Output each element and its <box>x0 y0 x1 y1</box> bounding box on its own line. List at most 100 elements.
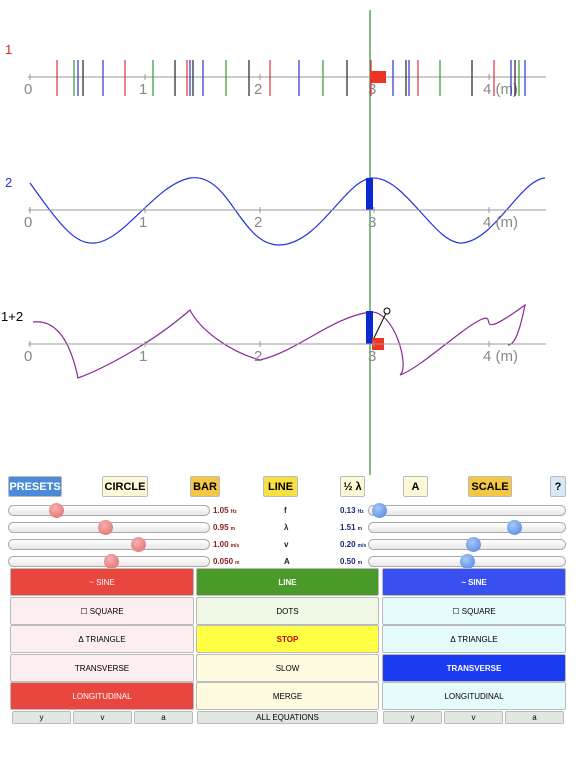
toolbar-button[interactable]: ½ λ <box>340 476 365 497</box>
label: 1.51 <box>340 523 356 532</box>
slider[interactable] <box>8 503 210 518</box>
label: ? <box>554 480 562 493</box>
bar-2 <box>366 178 373 210</box>
tick-label: 1 <box>139 81 147 98</box>
label: a <box>532 713 537 722</box>
mode-button[interactable]: LONGITUDINAL <box>382 682 566 710</box>
slider[interactable] <box>368 503 566 518</box>
label: ~ SINE <box>89 577 115 587</box>
slider-knob[interactable] <box>98 520 113 535</box>
mode-button[interactable]: ☐ SQUARE <box>10 597 194 625</box>
label: LONGITUDINAL <box>72 691 132 701</box>
slider-symbol: λ <box>284 523 288 532</box>
label: A <box>411 480 420 493</box>
toolbar-button[interactable]: A <box>403 476 428 497</box>
label: 0.95 <box>213 523 229 532</box>
label: DOTS <box>276 606 299 616</box>
slider-value: 1.00 m/s <box>213 540 239 549</box>
mode-button[interactable]: LINE <box>196 568 379 596</box>
mode-button[interactable]: MERGE <box>196 682 379 710</box>
label: y <box>39 713 44 722</box>
label: LONGITUDINAL <box>444 691 504 701</box>
mode-button[interactable]: STOP <box>196 625 379 653</box>
label: ☐ SQUARE <box>452 606 496 616</box>
toolbar-button[interactable]: ? <box>550 476 566 497</box>
slider-value: 0.95 m <box>213 523 235 532</box>
tick-label: 2 <box>254 214 262 231</box>
toolbar-button[interactable]: LINE <box>263 476 298 497</box>
slider[interactable] <box>8 520 210 535</box>
slider[interactable] <box>368 554 566 569</box>
mode-button[interactable]: DOTS <box>196 597 379 625</box>
unit: m <box>230 526 236 532</box>
label: a <box>161 713 166 722</box>
label: 0.050 <box>213 557 234 566</box>
footer-button[interactable]: a <box>134 711 193 724</box>
tick-label: 4 (m) <box>483 214 518 231</box>
slider-knob[interactable] <box>507 520 522 535</box>
mode-button[interactable]: LONGITUDINAL <box>10 682 194 710</box>
mode-button[interactable]: SLOW <box>196 654 379 682</box>
mode-button[interactable]: ~ SINE <box>10 568 194 596</box>
panel-label: 2 <box>5 175 12 190</box>
slider-knob[interactable] <box>104 554 119 569</box>
mode-button[interactable]: Δ TRIANGLE <box>10 625 194 653</box>
slider-knob[interactable] <box>466 537 481 552</box>
slider-value: 0.13 Hz <box>340 506 364 515</box>
footer-button[interactable]: y <box>12 711 71 724</box>
label: 0.20 <box>340 540 356 549</box>
tick-label: 3 <box>368 348 376 365</box>
wave-2 <box>29 177 546 246</box>
label: ~ SINE <box>461 577 487 587</box>
label: 0.13 <box>340 506 356 515</box>
label: Δ TRIANGLE <box>450 634 498 644</box>
toolbar-button[interactable]: PRESETS <box>8 476 62 497</box>
label: v <box>284 540 289 549</box>
slider-knob[interactable] <box>49 503 64 518</box>
label: LINE <box>267 480 294 493</box>
unit: m <box>235 560 240 566</box>
footer-button[interactable]: v <box>444 711 503 724</box>
slider-value: 1.51 m <box>340 523 362 532</box>
slider[interactable] <box>368 520 566 535</box>
slider-knob[interactable] <box>372 503 387 518</box>
unit: Hz <box>230 509 237 515</box>
wave-view: 0 1 2 3 4 (m) 1 0 1 2 3 4 (m) 2 0 1 2 3 4 (m) 1+2 <box>1 10 546 475</box>
slider[interactable] <box>8 537 210 552</box>
particle-1 <box>370 71 386 83</box>
footer-button[interactable]: y <box>383 711 442 724</box>
label: A <box>284 557 290 566</box>
footer-button[interactable]: a <box>505 711 564 724</box>
label: ALL EQUATIONS <box>256 713 319 722</box>
slider-knob[interactable] <box>131 537 146 552</box>
mode-button[interactable]: Δ TRIANGLE <box>382 625 566 653</box>
label: TRANSVERSE <box>74 663 130 673</box>
footer-button[interactable]: ALL EQUATIONS <box>197 711 378 724</box>
tick-label: 1 <box>139 214 147 231</box>
toolbar-button[interactable]: BAR <box>190 476 220 497</box>
label: v <box>100 713 105 722</box>
tick-label: 2 <box>254 81 262 98</box>
mode-button[interactable]: TRANSVERSE <box>382 654 566 682</box>
unit: Hz <box>357 509 364 515</box>
slider[interactable] <box>8 554 210 569</box>
label: 0.50 <box>340 557 356 566</box>
mode-button[interactable]: ☐ SQUARE <box>382 597 566 625</box>
toolbar-button[interactable]: CIRCLE <box>102 476 148 497</box>
toolbar-button[interactable]: SCALE <box>468 476 512 497</box>
footer-button[interactable]: v <box>73 711 132 724</box>
slider[interactable] <box>368 537 566 552</box>
slider-knob[interactable] <box>460 554 475 569</box>
mode-button[interactable]: TRANSVERSE <box>10 654 194 682</box>
mode-button[interactable]: ~ SINE <box>382 568 566 596</box>
label: SCALE <box>471 480 509 493</box>
tick-label: 1 <box>139 348 147 365</box>
wave-sum <box>32 303 526 379</box>
label: MERGE <box>272 691 303 701</box>
label: PRESETS <box>9 480 61 493</box>
tick-label: 0 <box>24 81 32 98</box>
label: SLOW <box>275 663 300 673</box>
tick-label: 3 <box>368 81 376 98</box>
phasor-tip <box>383 307 391 315</box>
